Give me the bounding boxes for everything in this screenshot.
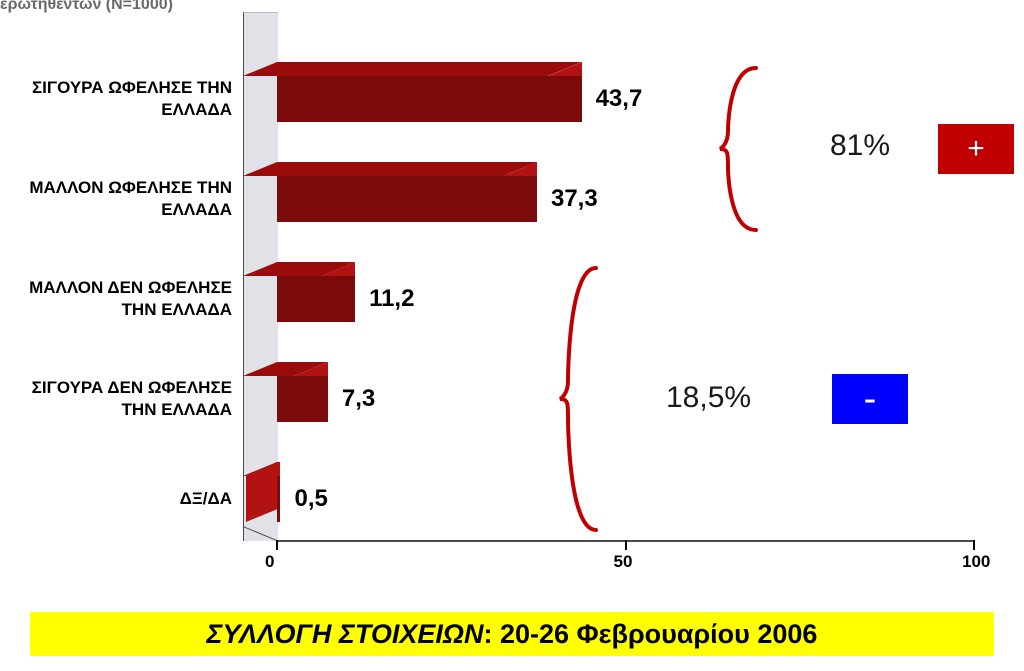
group-positive-sign: + — [938, 124, 1014, 174]
group-positive-label: 81% — [830, 129, 890, 163]
bar-face — [277, 476, 280, 522]
group-negative-sign: - — [832, 374, 908, 424]
x-tick-label: 100 — [962, 552, 990, 572]
group-negative-label: 18,5% — [666, 381, 751, 415]
group-brace — [560, 268, 600, 539]
bar-face — [277, 276, 355, 322]
x-tick — [276, 540, 278, 550]
x-tick — [973, 540, 975, 550]
footer-prefix: ΣΥΛΛΟΓΗ ΣΤΟΙΧΕΙΩΝ — [207, 619, 484, 649]
bar-value: 11,2 — [369, 285, 414, 313]
bar-face — [277, 176, 537, 222]
bar-category-label: ΔΞ/ΔΑ — [0, 488, 232, 510]
group-brace — [720, 68, 760, 239]
footer-rest: : 20-26 Φεβρουαρίου 2006 — [483, 619, 817, 649]
bar-value: 37,3 — [551, 185, 598, 213]
bar-value: 43,7 — [596, 85, 643, 113]
x-tick-label: 0 — [265, 552, 274, 572]
x-tick — [625, 540, 627, 550]
bar-category-label: ΜΑΛΛΟΝ ΔΕΝ ΩΦΕΛΗΣΕΤΗΝ ΕΛΛΑΔΑ — [0, 277, 232, 321]
bar-value: 0,5 — [294, 485, 327, 513]
x-tick-label: 50 — [614, 552, 633, 572]
cropped-header-text: ερωτηθέντων (Ν=1000) — [0, 0, 173, 14]
bar-face — [277, 376, 328, 422]
bar-value: 7,3 — [342, 385, 375, 413]
bar-category-label: ΣΙΓΟΥΡΑ ΔΕΝ ΩΦΕΛΗΣΕΤΗΝ ΕΛΛΑΔΑ — [0, 377, 232, 421]
bar-category-label: ΜΑΛΛΟΝ ΩΦΕΛΗΣΕ ΤΗΝΕΛΛΑΔΑ — [0, 177, 232, 221]
bar-category-label: ΣΙΓΟΥΡΑ ΩΦΕΛΗΣΕ ΤΗΝΕΛΛΑΔΑ — [0, 77, 232, 121]
bar-face — [277, 76, 582, 122]
footer-banner: ΣΥΛΛΟΓΗ ΣΤΟΙΧΕΙΩΝ: 20-26 Φεβρουαρίου 200… — [30, 612, 994, 656]
